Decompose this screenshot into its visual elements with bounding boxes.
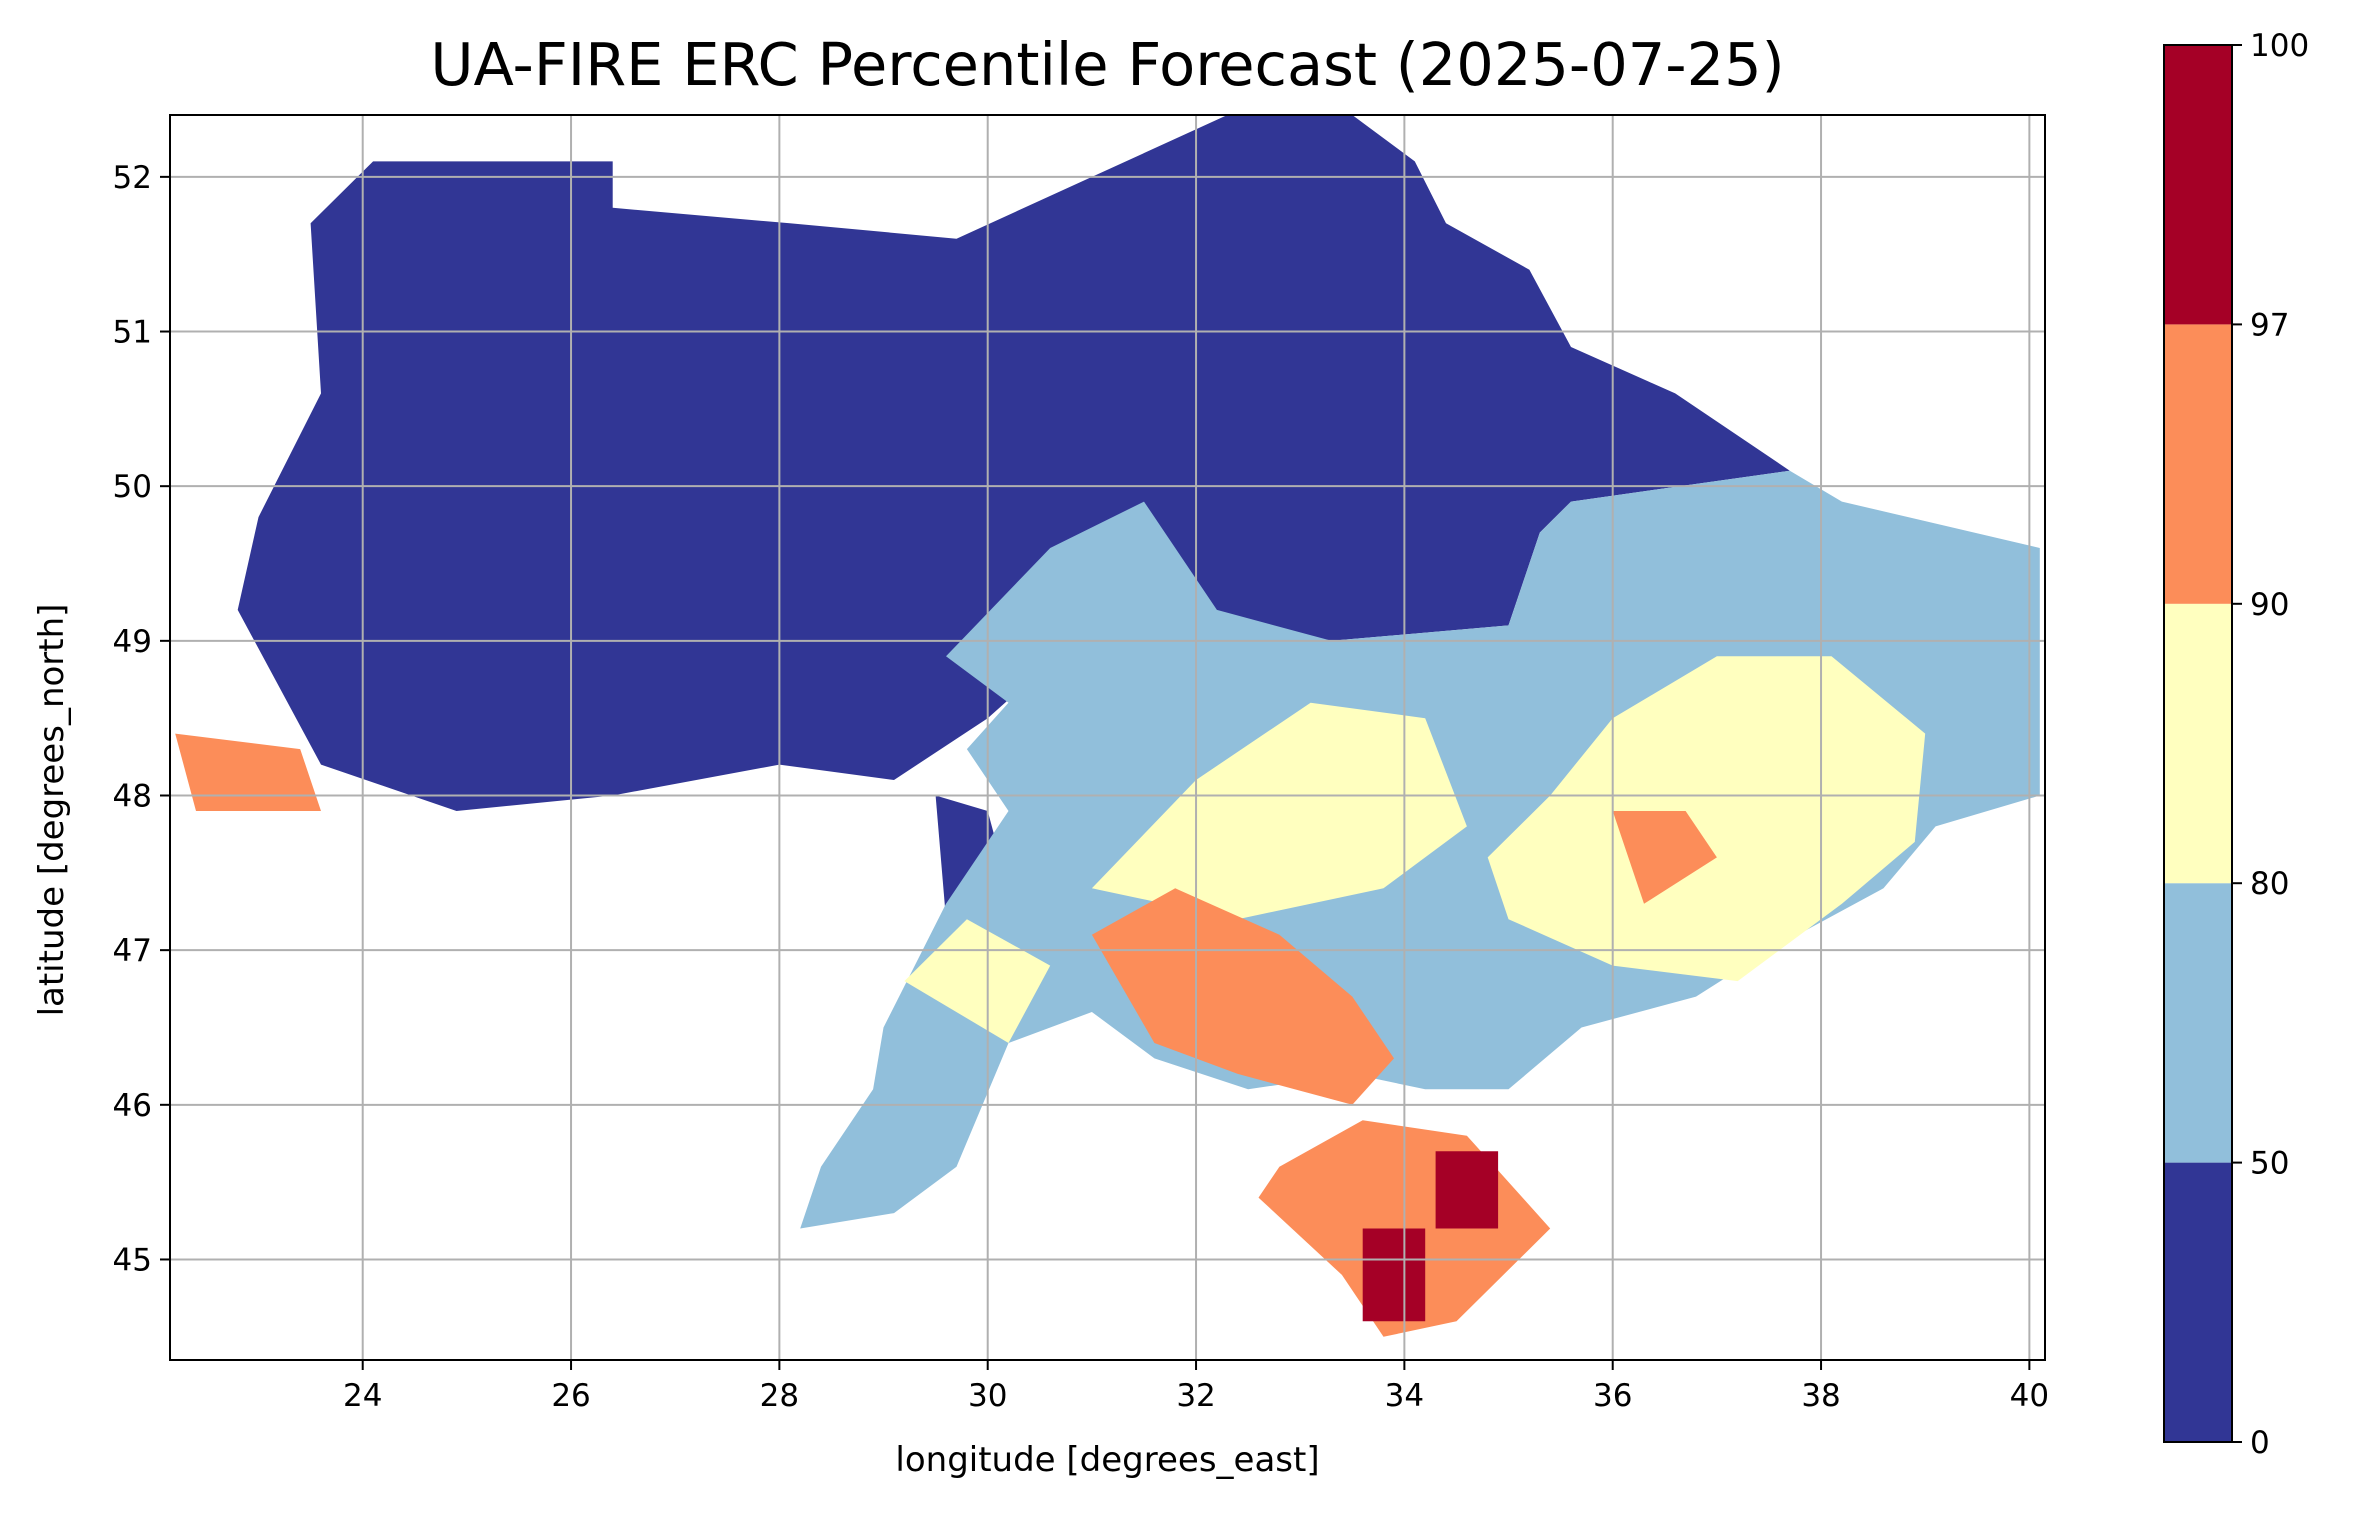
x-tick-label: 28 — [760, 1378, 799, 1414]
colorbar-segment — [2164, 603, 2232, 884]
colorbar-segment — [2164, 1162, 2232, 1442]
x-axis-ticks: 24 26 28 30 32 34 36 38 40 — [343, 1360, 2049, 1414]
x-tick-label: 32 — [1176, 1378, 1215, 1414]
x-tick-label: 30 — [968, 1378, 1007, 1414]
y-axis-ticks: 45 46 47 48 49 50 51 52 — [113, 160, 170, 1278]
colorbar-segment — [2164, 45, 2232, 325]
colorbar-segment — [2164, 324, 2232, 604]
colorbar-frame — [2163, 44, 2233, 1443]
x-tick-label: 38 — [1801, 1378, 1840, 1414]
region-zakarpattia — [175, 733, 321, 811]
colorbar-tick-label: 90 — [2250, 587, 2289, 623]
x-tick-label: 36 — [1593, 1378, 1632, 1414]
region-zaporizhzhia — [1612, 811, 1717, 904]
erc-heatmap — [175, 115, 2040, 1337]
region-eastern-high-percentiles — [1487, 656, 1926, 982]
plot-frame — [169, 114, 2046, 1361]
region-kherson-region — [1091, 888, 1394, 1105]
colorbar-tick-label: 97 — [2250, 307, 2289, 343]
y-tick-label: 47 — [113, 933, 152, 969]
y-tick-label: 48 — [113, 778, 152, 814]
region-central-high-percentiles — [1091, 702, 1467, 920]
grid-lines — [170, 115, 2045, 1360]
colorbar: 0 50 80 90 97 100 — [2163, 28, 2309, 1461]
x-axis-label: longitude [degrees_east] — [895, 1440, 1320, 1480]
y-tick-label: 45 — [113, 1242, 152, 1278]
y-tick-label: 49 — [113, 624, 152, 660]
y-tick-label: 51 — [113, 315, 152, 351]
x-tick-label: 24 — [343, 1378, 382, 1414]
y-tick-label: 52 — [113, 160, 152, 196]
region-crimea-core — [1435, 1151, 1499, 1229]
colorbar-tick-label: 0 — [2250, 1425, 2270, 1461]
y-tick-label: 46 — [113, 1088, 152, 1124]
region-southern-tip — [1362, 1228, 1426, 1322]
x-tick-label: 26 — [551, 1378, 590, 1414]
colorbar-segment — [2164, 883, 2232, 1163]
y-tick-label: 50 — [113, 469, 152, 505]
x-tick-label: 34 — [1385, 1378, 1424, 1414]
colorbar-tick-label: 80 — [2250, 866, 2289, 902]
x-tick-label: 40 — [2010, 1378, 2049, 1414]
colorbar-tick-label: 50 — [2250, 1146, 2289, 1182]
region-north-and-west — [237, 115, 1790, 811]
chart-title: UA-FIRE ERC Percentile Forecast (2025-07… — [430, 30, 1785, 99]
colorbar-tick-label: 100 — [2250, 28, 2309, 64]
